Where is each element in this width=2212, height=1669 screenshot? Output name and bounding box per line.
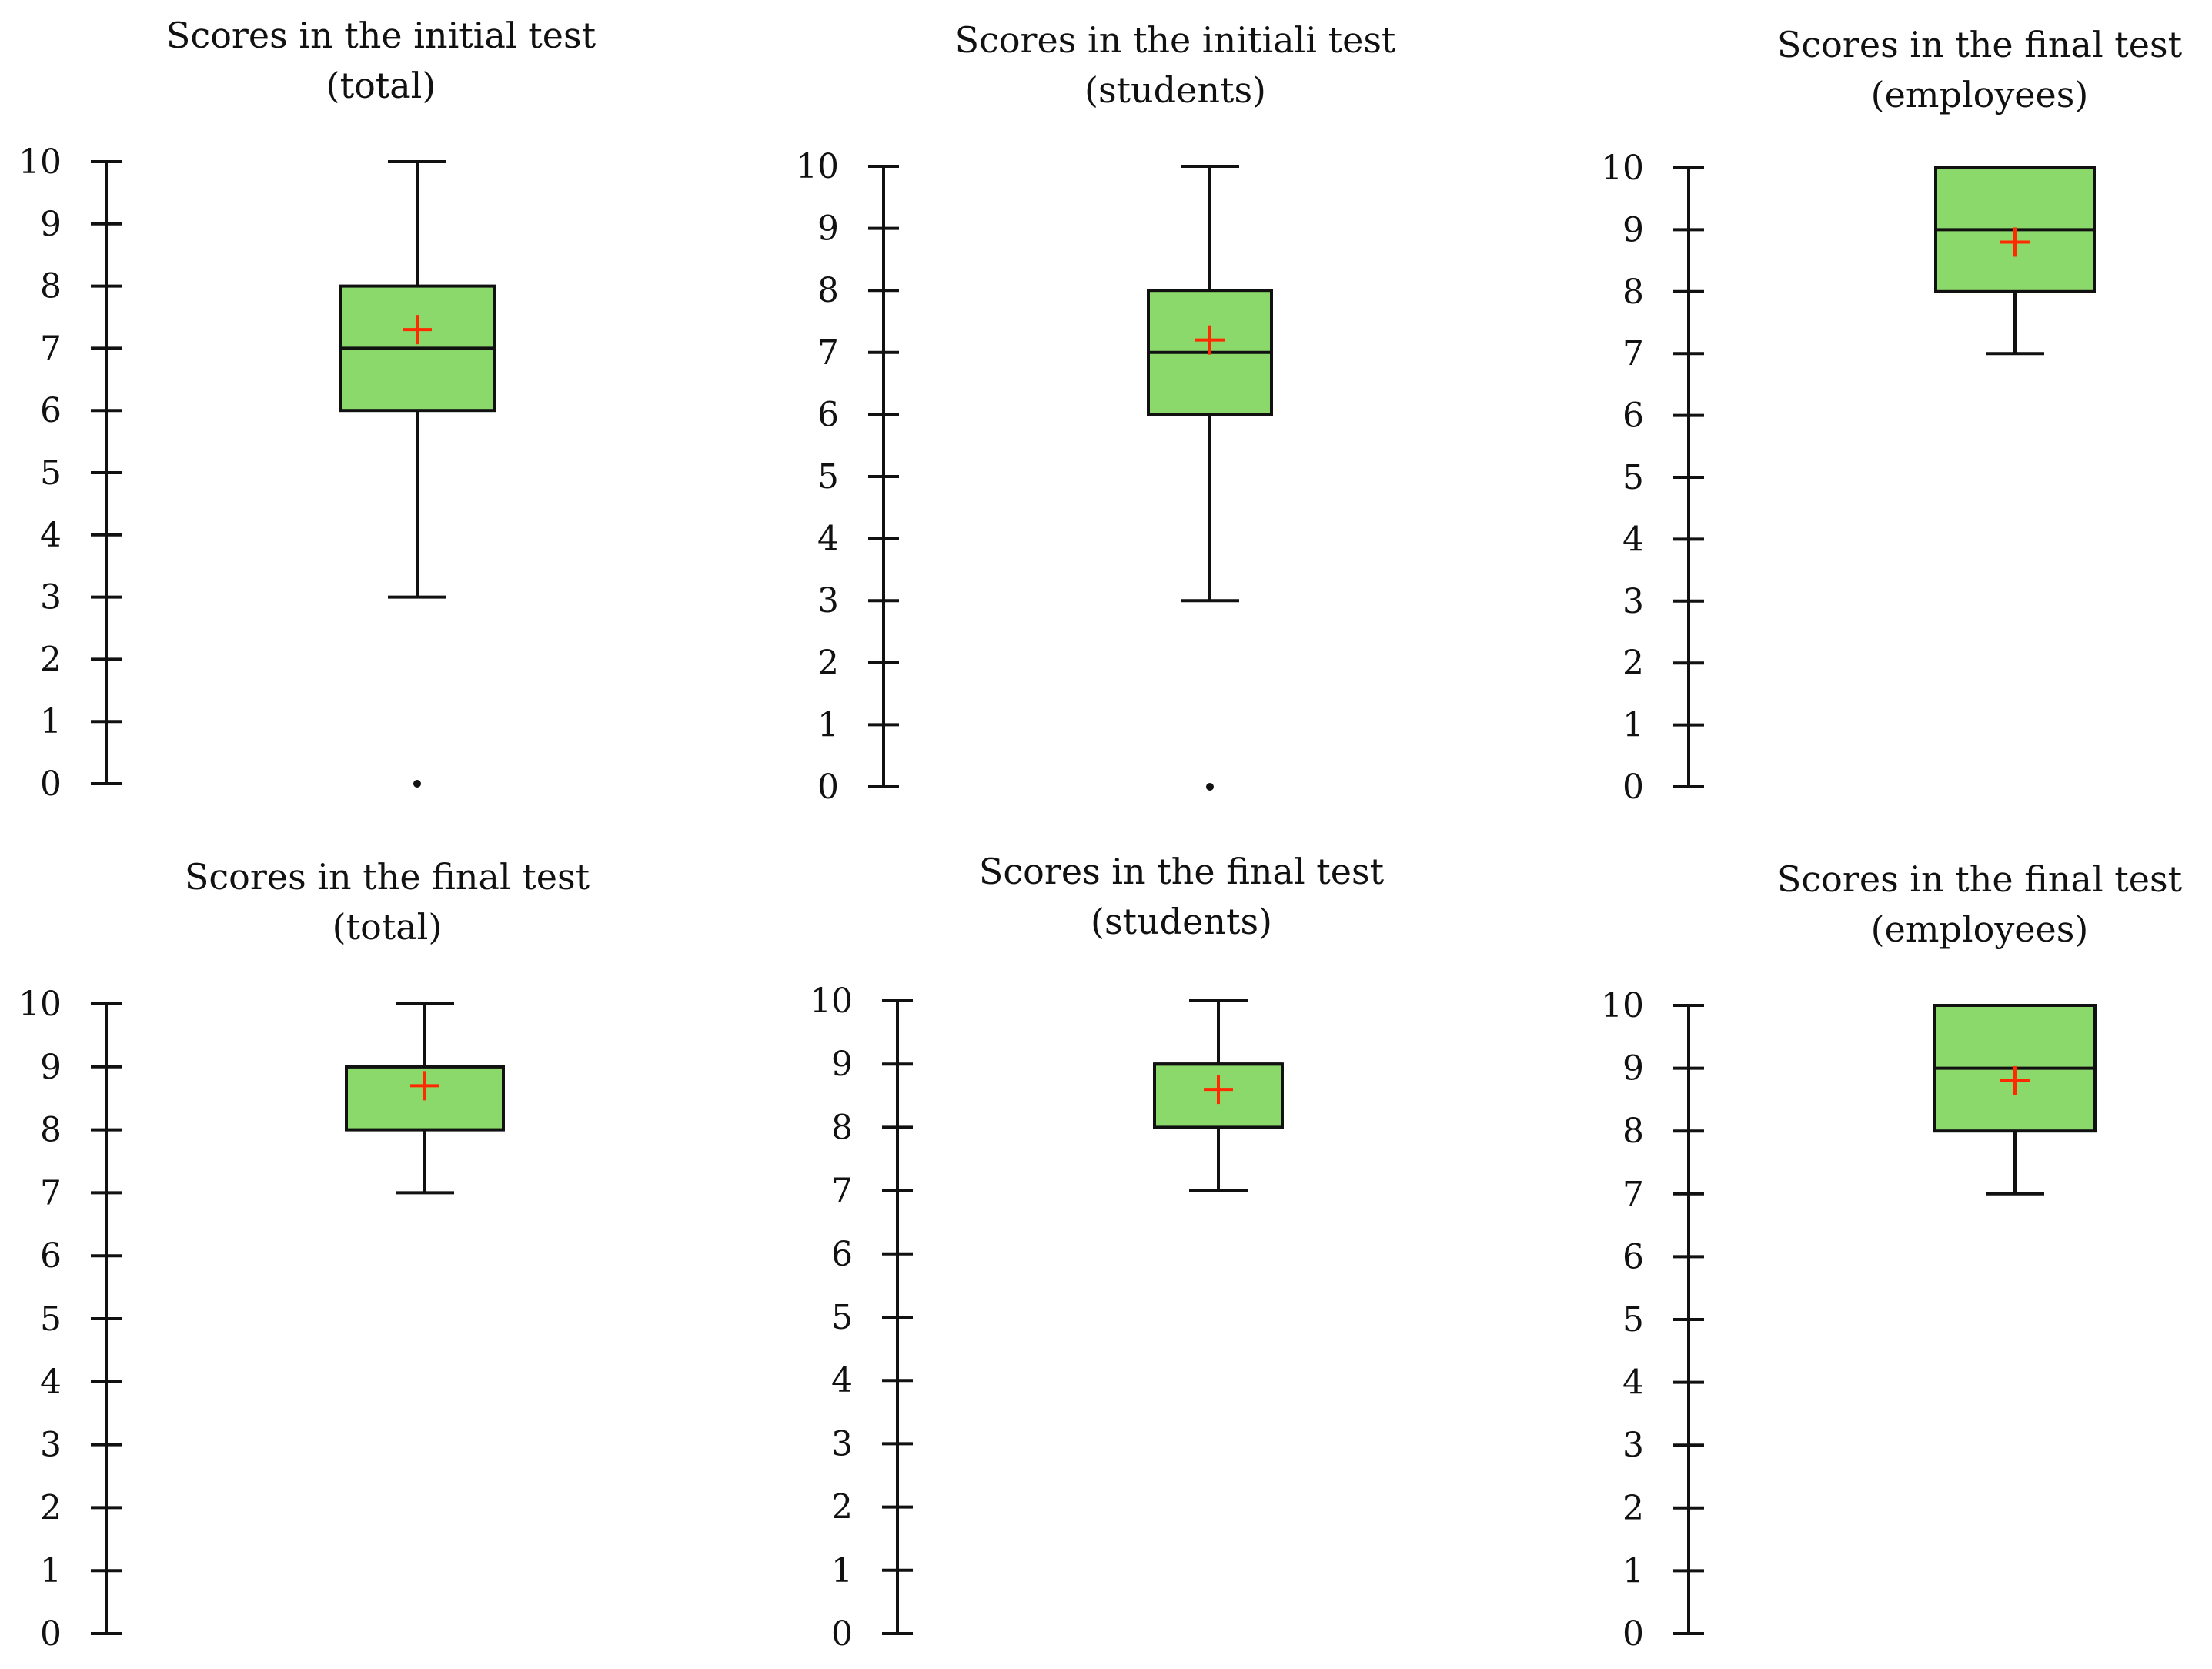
y-tick-label: 10 — [18, 142, 62, 182]
y-tick-label: 5 — [40, 453, 62, 493]
y-tick-label: 6 — [40, 391, 62, 430]
chart-subtitle: (students) — [1091, 901, 1272, 942]
y-tick-label: 5 — [1622, 458, 1644, 497]
y-tick-label: 10 — [796, 147, 839, 186]
boxplot-panel-4: Scores in the final test (total) 0 1 2 3 4 5 6 7 8… — [18, 856, 590, 1654]
chart-subtitle: (employees) — [1871, 908, 2089, 950]
y-tick-label: 9 — [831, 1045, 853, 1084]
y-tick-label: 6 — [817, 395, 839, 434]
y-tick-label: 8 — [40, 267, 62, 306]
y-tick-label: 9 — [40, 205, 62, 244]
y-tick-label: 10 — [1601, 149, 1644, 188]
y-tick-label: 9 — [40, 1048, 62, 1087]
y-tick-label: 8 — [1622, 273, 1644, 312]
chart-title: Scores in the final test — [1777, 24, 2183, 65]
y-tick-label: 2 — [1622, 644, 1644, 683]
y-tick-label: 4 — [831, 1361, 853, 1400]
y-tick-label: 7 — [831, 1172, 853, 1211]
y-tick-label: 5 — [1622, 1300, 1644, 1340]
chart-subtitle: (students) — [1084, 69, 1266, 111]
y-tick-label: 10 — [1601, 986, 1644, 1025]
y-tick-label: 8 — [817, 271, 839, 310]
chart-title: Scores in the final test — [185, 856, 590, 898]
y-tick-label: 3 — [1622, 1426, 1644, 1465]
y-tick-label: 5 — [831, 1298, 853, 1337]
y-tick-label: 5 — [817, 457, 839, 497]
boxplot-panel-6: Scores in the final test (employees) 0 1 2 3 4… — [1601, 858, 2183, 1654]
y-tick-label: 0 — [817, 768, 839, 807]
y-tick-label: 6 — [1622, 396, 1644, 436]
y-tick-label: 1 — [1622, 1551, 1644, 1590]
y-tick-label: 7 — [817, 333, 839, 373]
boxplot-panel-1: Scores in the initial test (total) 0 1 2 3 4 5 6… — [18, 15, 596, 804]
y-tick-label: 7 — [40, 329, 62, 368]
y-tick-label: 10 — [18, 985, 62, 1024]
y-tick-label: 3 — [40, 1426, 62, 1465]
y-tick-label: 3 — [817, 581, 839, 620]
y-tick-label: 4 — [817, 520, 839, 559]
y-tick-label: 9 — [1622, 1049, 1644, 1089]
y-tick-label: 0 — [1622, 768, 1644, 807]
y-tick-label: 1 — [40, 1551, 62, 1590]
y-tick-label: 6 — [831, 1235, 853, 1274]
y-tick-label: 8 — [40, 1111, 62, 1150]
y-tick-label: 2 — [40, 1488, 62, 1527]
y-tick-label: 3 — [40, 578, 62, 617]
chart-title: Scores in the final test — [1777, 858, 2183, 900]
y-tick-label: 7 — [40, 1173, 62, 1212]
y-tick-label: 8 — [831, 1108, 853, 1147]
y-tick-label: 9 — [1622, 210, 1644, 249]
y-tick-label: 6 — [40, 1236, 62, 1276]
y-tick-label: 1 — [817, 705, 839, 744]
chart-subtitle: (employees) — [1871, 74, 2089, 115]
chart-title: Scores in the initial test — [166, 15, 596, 56]
y-tick-label: 3 — [1622, 582, 1644, 621]
y-tick-label: 10 — [810, 982, 853, 1021]
boxplot-panel-2: Scores in the initiali test (students) 0 1 2… — [796, 19, 1396, 807]
y-tick-label: 2 — [831, 1488, 853, 1527]
y-tick-label: 2 — [1622, 1489, 1644, 1528]
y-tick-label: 2 — [817, 644, 839, 683]
y-tick-label: 3 — [831, 1424, 853, 1463]
y-tick-label: 1 — [40, 702, 62, 741]
y-tick-label: 4 — [40, 516, 62, 555]
y-tick-label: 6 — [1622, 1237, 1644, 1276]
y-tick-label: 1 — [831, 1551, 853, 1590]
boxplot-panel-5: Scores in the final test (students) 0 1 2 3 4 5… — [810, 851, 1385, 1654]
y-tick-label: 1 — [1622, 706, 1644, 745]
y-tick-label: 2 — [40, 640, 62, 679]
y-tick-label: 4 — [1622, 1363, 1644, 1403]
y-tick-label: 0 — [40, 764, 62, 804]
y-tick-label: 8 — [1622, 1112, 1644, 1151]
boxplot-panel-3: Scores in the final test (employees) 0 1 2 3 4… — [1601, 24, 2183, 807]
y-tick-label: 4 — [40, 1363, 62, 1402]
outlier-point — [413, 780, 421, 788]
y-tick-label: 0 — [831, 1614, 853, 1654]
chart-subtitle: (total) — [332, 906, 443, 948]
y-tick-label: 5 — [40, 1299, 62, 1339]
y-tick-label: 0 — [40, 1614, 62, 1654]
chart-title: Scores in the initiali test — [955, 19, 1396, 61]
y-tick-label: 4 — [1622, 520, 1644, 559]
y-tick-label: 7 — [1622, 1175, 1644, 1214]
outlier-point — [1206, 783, 1214, 791]
y-tick-label: 0 — [1622, 1614, 1644, 1654]
y-tick-label: 7 — [1622, 334, 1644, 373]
chart-title: Scores in the final test — [979, 851, 1385, 892]
y-tick-label: 9 — [817, 209, 839, 249]
chart-subtitle: (total) — [326, 65, 436, 106]
